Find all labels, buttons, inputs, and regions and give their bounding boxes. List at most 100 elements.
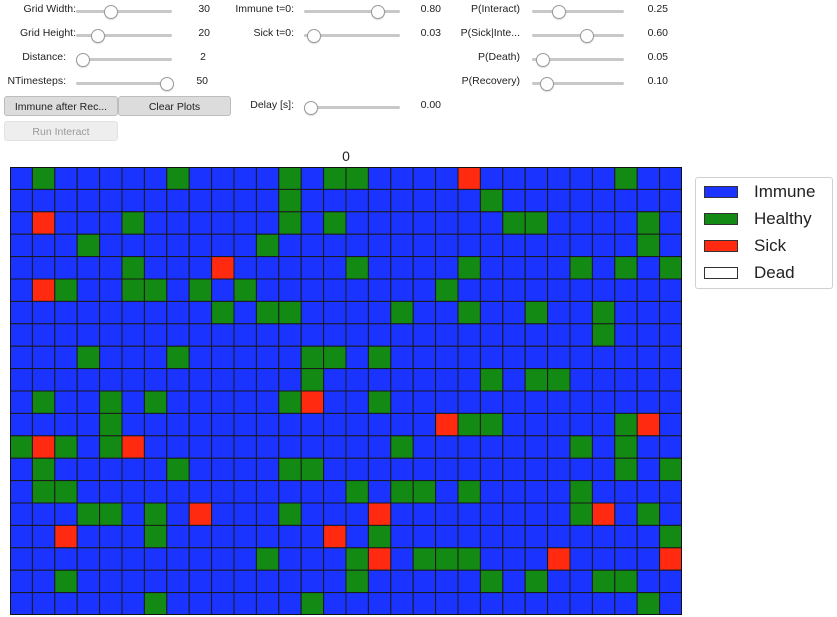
slider-knob[interactable] (540, 77, 554, 91)
immune-cell (390, 211, 414, 235)
immune-cell (614, 323, 638, 347)
immune-cell (591, 256, 616, 280)
slider-knob[interactable] (160, 77, 174, 91)
immune-cell (211, 547, 235, 571)
healthy-cell (367, 345, 392, 370)
immune-cell (569, 211, 593, 235)
immune-cell (367, 233, 392, 258)
immune-cell (10, 167, 33, 190)
p-interact-slider[interactable] (532, 2, 624, 20)
healthy-cell (99, 435, 123, 459)
immune-cell (659, 569, 682, 594)
immune-cell (457, 502, 481, 526)
plot-title: 0 (342, 148, 350, 164)
immune-cell (435, 480, 459, 504)
immune-cell (10, 412, 33, 437)
immune-cell (10, 368, 33, 392)
immune-cell (323, 368, 347, 392)
immune-cell (300, 278, 325, 302)
distance-slider[interactable] (76, 50, 172, 68)
slider-knob[interactable] (552, 5, 566, 19)
clear-plots-button[interactable]: Clear Plots (118, 96, 231, 116)
immune-cell (502, 233, 526, 258)
immune-cell (502, 188, 526, 213)
sick-t0-slider[interactable] (304, 26, 400, 44)
slider-knob[interactable] (76, 53, 90, 67)
immune-cell (300, 502, 325, 526)
immune-cell (10, 233, 33, 258)
p-recovery-slider[interactable] (532, 74, 624, 92)
immune-cell (211, 502, 235, 526)
immune-cell (10, 278, 33, 302)
immune-after-recovery-toggle[interactable]: Immune after Rec... (4, 96, 118, 116)
immune-cell (547, 524, 571, 549)
immune-cell (502, 300, 526, 325)
immune-cell (390, 256, 414, 280)
slider-knob[interactable] (304, 101, 318, 115)
healthy-cell (278, 188, 302, 213)
slider-knob[interactable] (580, 29, 594, 43)
immune-cell (76, 278, 101, 302)
slider-knob[interactable] (371, 5, 386, 19)
immune-cell (278, 412, 302, 437)
immune-cell (76, 256, 101, 280)
immune-cell (143, 300, 168, 325)
immune-cell (524, 345, 549, 370)
immune-cell (659, 167, 682, 190)
immune-cell (211, 278, 235, 302)
immune-cell (435, 457, 459, 482)
immune-cell (502, 345, 526, 370)
immune-cell (99, 278, 123, 302)
slider-knob[interactable] (306, 29, 321, 43)
sick-cell (211, 256, 235, 280)
immune-t0-slider[interactable] (304, 2, 400, 20)
immune-cell (435, 256, 459, 280)
run-interact-button[interactable]: Run Interact (4, 121, 118, 141)
healthy-cell (278, 390, 302, 414)
immune-cell (143, 233, 168, 258)
sick-cell (31, 211, 56, 235)
immune-cell (166, 233, 190, 258)
immune-cell (188, 592, 213, 615)
slider-track (304, 106, 400, 109)
immune-cell (233, 480, 257, 504)
p-death-slider[interactable] (532, 50, 624, 68)
immune-cell (457, 524, 481, 549)
immune-cell (76, 524, 101, 549)
healthy-cell (569, 256, 593, 280)
immune-cell (76, 300, 101, 325)
grid-height-slider[interactable] (76, 26, 172, 44)
immune-cell (636, 547, 661, 571)
immune-cell (76, 592, 101, 615)
immune-cell (502, 323, 526, 347)
slider-knob[interactable] (103, 5, 118, 19)
immune-cell (166, 480, 190, 504)
healthy-cell (233, 278, 257, 302)
grid-width-slider[interactable] (76, 2, 172, 20)
immune-cell (367, 256, 392, 280)
healthy-cell (278, 211, 302, 235)
immune-cell (54, 256, 78, 280)
immune-cell (569, 569, 593, 594)
slider-knob[interactable] (536, 53, 550, 67)
healthy-cell (614, 256, 638, 280)
immune-cell (211, 211, 235, 235)
healthy-cell (99, 412, 123, 437)
p-sick-interact-slider[interactable] (532, 26, 624, 44)
healthy-cell (166, 345, 190, 370)
immune-cell (121, 390, 145, 414)
immune-cell (278, 278, 302, 302)
immune-cell (524, 524, 549, 549)
delay-slider[interactable] (304, 98, 400, 116)
immune-cell (166, 524, 190, 549)
immune-cell (166, 390, 190, 414)
immune-cell (547, 323, 571, 347)
slider-knob[interactable] (91, 29, 106, 43)
healthy-cell (10, 435, 33, 459)
ntimesteps-slider[interactable] (76, 74, 174, 92)
immune-cell (502, 592, 526, 615)
legend-label: Healthy (754, 209, 812, 228)
immune-cell (300, 188, 325, 213)
immune-cell (166, 592, 190, 615)
immune-cell (412, 412, 437, 437)
